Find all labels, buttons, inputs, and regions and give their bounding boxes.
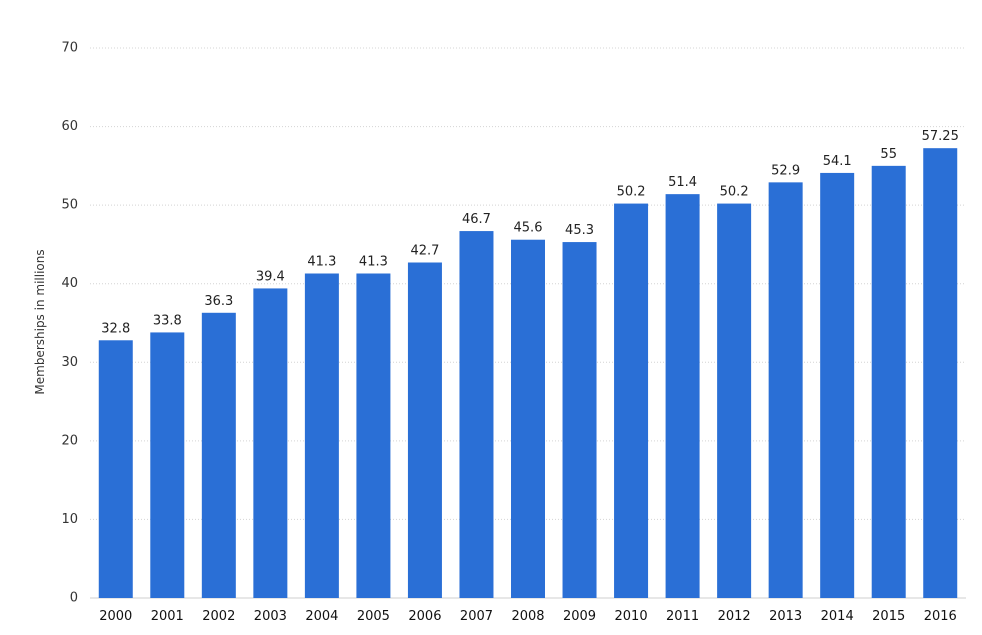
bar-2008	[511, 239, 545, 598]
bar-2010	[614, 203, 649, 599]
data-label-2002: 36.3	[204, 294, 233, 309]
y-tick-label: 0	[70, 591, 78, 606]
data-label-2016: 57.25	[922, 129, 959, 144]
bars	[98, 148, 958, 599]
data-label-2014: 54.1	[823, 154, 852, 169]
bar-2005	[356, 273, 391, 598]
y-tick-label: 60	[61, 119, 78, 134]
x-axis-ticks: 2000 2001 2002 2003 2004 2005 2006 2007 2008 2009…	[99, 609, 957, 624]
x-tick-label-2014: 2014	[821, 609, 854, 624]
x-tick-label-2001: 2001	[151, 609, 184, 624]
x-tick-label-2009: 2009	[563, 609, 596, 624]
bar-2011	[665, 194, 700, 598]
bar-2007	[459, 231, 494, 599]
data-label-2012: 50.2	[720, 185, 749, 200]
data-label-2011: 51.4	[668, 175, 697, 190]
data-label-2001: 33.8	[153, 313, 182, 328]
x-tick-label-2008: 2008	[511, 609, 544, 624]
data-label-2004: 41.3	[307, 255, 336, 270]
bar-2006	[407, 262, 442, 598]
data-labels: 32.8 33.8 36.3 39.4 41.3 41.3 42.7 46.7 45.6 45.3…	[101, 129, 959, 336]
bar-2003	[253, 288, 288, 598]
data-label-2009: 45.3	[565, 223, 594, 238]
bar-2002	[201, 312, 236, 598]
y-tick-label: 50	[61, 198, 78, 213]
data-label-2010: 50.2	[617, 185, 646, 200]
x-tick-label-2003: 2003	[254, 609, 287, 624]
data-label-2015: 55	[880, 147, 897, 162]
x-tick-label-2000: 2000	[99, 609, 132, 624]
x-tick-label-2013: 2013	[769, 609, 802, 624]
x-tick-label-2012: 2012	[718, 609, 751, 624]
y-tick-label: 40	[61, 276, 78, 291]
y-tick-label: 70	[61, 41, 78, 56]
data-label-2007: 46.7	[462, 212, 491, 227]
data-label-2006: 42.7	[410, 244, 439, 259]
bar-2014	[820, 172, 855, 598]
y-axis-label: Memberships in millions	[33, 249, 47, 394]
x-tick-label-2005: 2005	[357, 609, 390, 624]
x-tick-label-2002: 2002	[202, 609, 235, 624]
data-label-2008: 45.6	[514, 221, 543, 236]
y-tick-label: 30	[61, 355, 78, 370]
x-tick-label-2016: 2016	[924, 609, 957, 624]
x-tick-label-2007: 2007	[460, 609, 493, 624]
x-tick-label-2010: 2010	[615, 609, 648, 624]
bar-2001	[150, 332, 185, 598]
x-tick-label-2004: 2004	[305, 609, 338, 624]
data-label-2000: 32.8	[101, 321, 130, 336]
bar-2016	[923, 148, 958, 598]
bar-2004	[304, 273, 339, 598]
data-label-2013: 52.9	[771, 163, 800, 178]
bar-2013	[768, 182, 803, 598]
x-tick-label-2011: 2011	[666, 609, 699, 624]
x-tick-label-2015: 2015	[872, 609, 905, 624]
bar-2000	[98, 340, 133, 598]
y-tick-label: 20	[61, 433, 78, 448]
x-tick-label-2006: 2006	[408, 609, 441, 624]
y-tick-label: 10	[61, 512, 78, 527]
data-label-2005: 41.3	[359, 255, 388, 270]
data-label-2003: 39.4	[256, 269, 285, 284]
bar-2009	[562, 242, 597, 599]
y-axis-ticks: 0 10 20 30 40 50 60 70	[61, 41, 78, 606]
bar-2015	[871, 165, 906, 598]
bar-2012	[717, 203, 752, 599]
